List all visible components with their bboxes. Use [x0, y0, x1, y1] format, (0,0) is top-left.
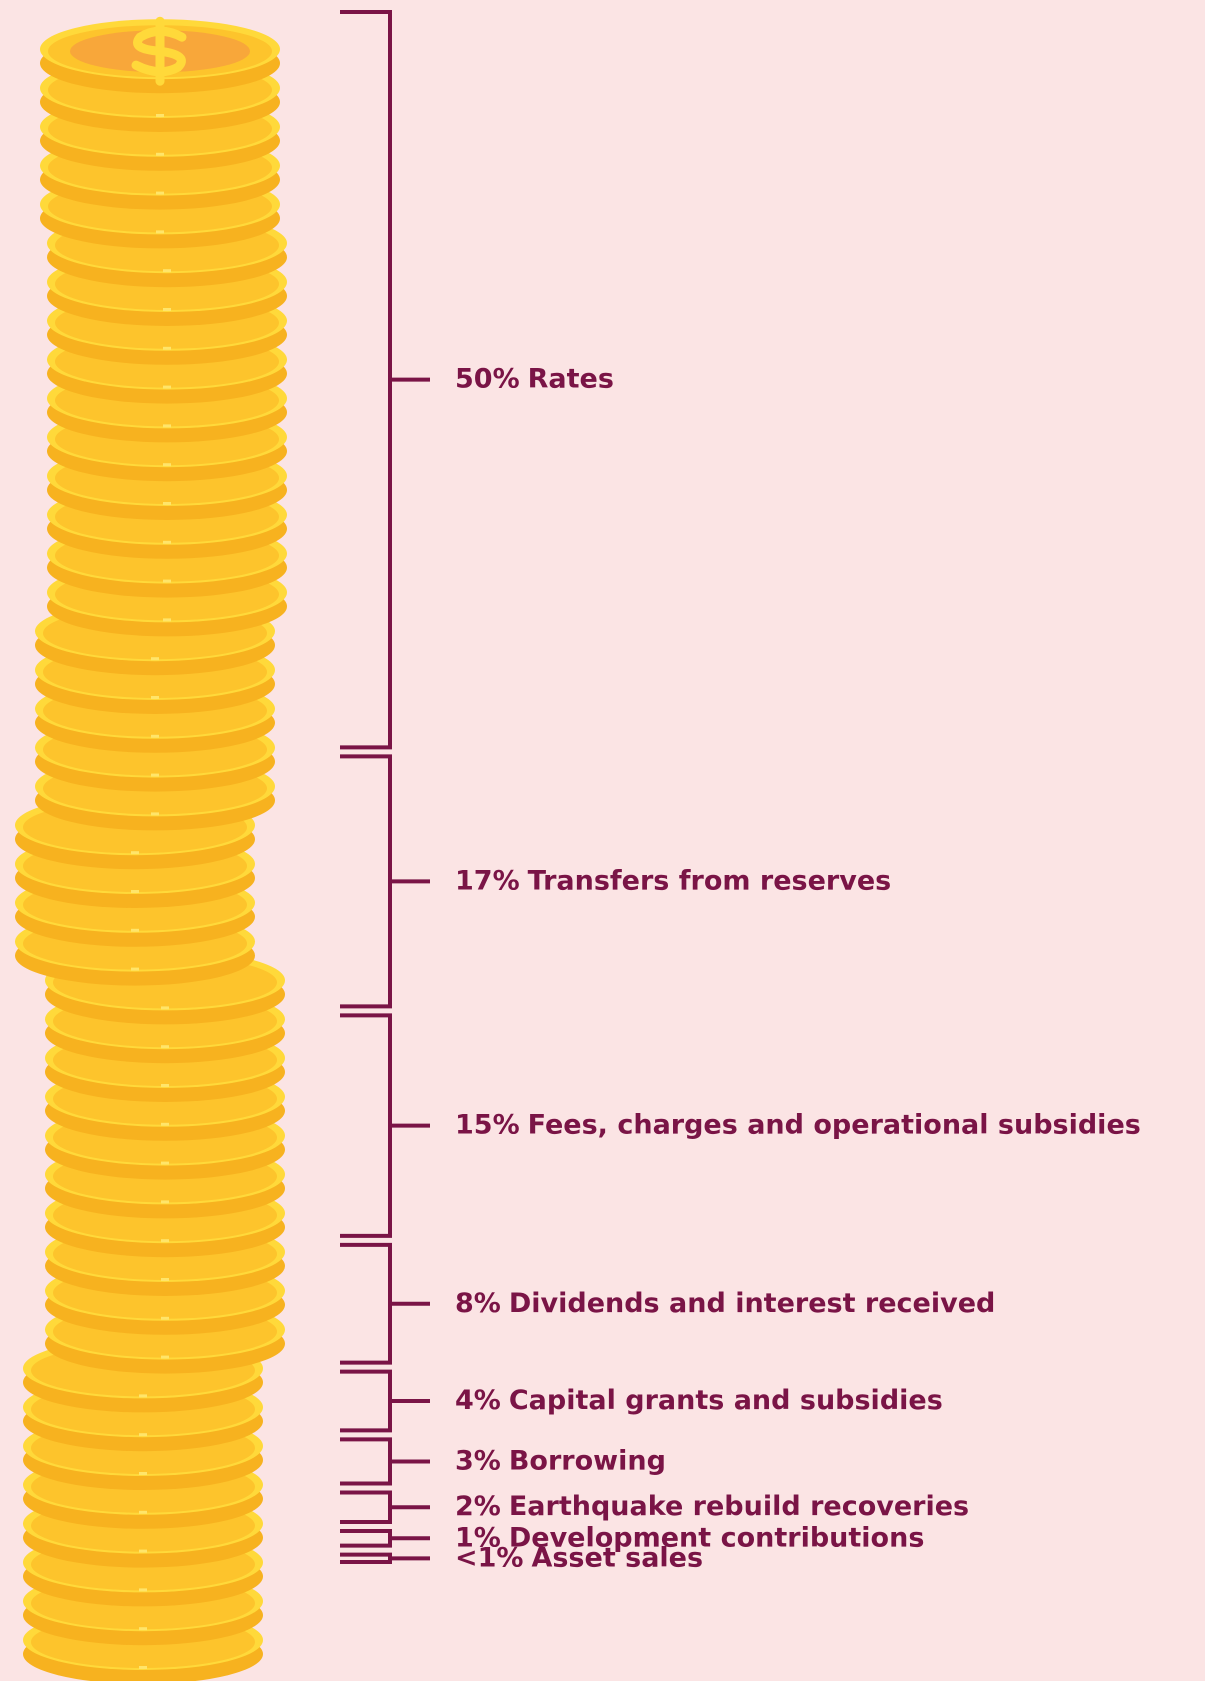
label: 50% Rates [455, 363, 614, 394]
coin-notch [151, 812, 159, 816]
label: <1% Asset sales [455, 1542, 703, 1573]
value-label: 1% [455, 1522, 501, 1553]
coin-notch [156, 114, 164, 117]
bracket [340, 1552, 430, 1564]
category-label: Rates [528, 363, 614, 394]
coin-notch [151, 696, 159, 699]
category-label: Earthquake rebuild recoveries [509, 1491, 969, 1522]
coin-notch [163, 463, 171, 467]
coin-notch [156, 152, 164, 156]
coin-notch [156, 230, 164, 234]
category-label: Borrowing [509, 1445, 666, 1476]
category-label: Development contributions [509, 1522, 925, 1553]
bracket [340, 1528, 430, 1548]
coin-notch [139, 1588, 147, 1592]
bracket [340, 1242, 430, 1365]
value-label: 3% [455, 1445, 501, 1476]
brackets: 50% Rates 17% Transfers from reserves 15% Fee… [340, 10, 1141, 1573]
bracket [340, 10, 430, 750]
coin-notch [161, 1161, 169, 1165]
coin-notch [161, 1200, 169, 1204]
coin-notch [161, 1122, 169, 1126]
coin-notch [163, 579, 171, 583]
value-label: 8% [455, 1287, 501, 1318]
bracket [340, 1437, 430, 1486]
label: 4% Capital grants and subsidies [455, 1384, 943, 1415]
coin-notch [161, 1239, 169, 1243]
value-label: 50% [455, 363, 520, 394]
coin-notch [131, 967, 139, 971]
coin-notch [139, 1666, 147, 1669]
label: 3% Borrowing [455, 1445, 666, 1476]
label: 2% Earthquake rebuild recoveries [455, 1491, 969, 1522]
coin-notch [163, 269, 171, 273]
category-label: Fees, charges and operational subsidies [528, 1109, 1141, 1140]
coin-notch [139, 1394, 147, 1398]
coin-notch [161, 1084, 169, 1087]
label: 15% Fees, charges and operational subsidi… [455, 1109, 1141, 1140]
coin-notch [156, 191, 164, 195]
value-label: 17% [455, 865, 520, 896]
coin-notch [163, 540, 171, 544]
label: 8% Dividends and interest received [455, 1287, 995, 1318]
category-label: Capital grants and subsidies [509, 1384, 943, 1415]
label: 17% Transfers from reserves [455, 865, 891, 896]
coin-stack [15, 16, 287, 1681]
category-label: Asset sales [531, 1542, 703, 1573]
value-label: 2% [455, 1491, 501, 1522]
coin-notch [151, 657, 159, 661]
coin-notch [131, 851, 139, 855]
category-label: Dividends and interest received [509, 1287, 996, 1318]
value-label: 15% [455, 1109, 520, 1140]
coin-notch [139, 1549, 147, 1553]
coin-notch [163, 346, 171, 350]
coin-notch [139, 1472, 147, 1475]
coin-notch [151, 734, 159, 738]
coin-notch [131, 928, 139, 932]
coin-notch [163, 502, 171, 505]
coin-notch [161, 1278, 169, 1281]
bracket [340, 1490, 430, 1524]
coin-notch [139, 1433, 147, 1437]
coin-notch [131, 890, 139, 893]
coin-notch [161, 1316, 169, 1320]
bracket [340, 1013, 430, 1238]
value-label: 4% [455, 1384, 501, 1415]
value-label: <1% [455, 1542, 523, 1573]
bracket [340, 1369, 430, 1433]
coin-notch [161, 1355, 169, 1359]
dollar-icon [131, 16, 187, 86]
label: 1% Development contributions [455, 1522, 924, 1553]
coin-notch [163, 618, 171, 622]
coin-notch [151, 773, 159, 777]
coin-notch [163, 308, 171, 311]
coin-notch [139, 1510, 147, 1514]
coin-notch [161, 1045, 169, 1049]
bracket [340, 754, 430, 1009]
category-label: Transfers from reserves [528, 865, 892, 896]
coin-notch [163, 424, 171, 428]
coin-notch [163, 385, 171, 389]
coin-notch [161, 1006, 169, 1010]
coin-notch [139, 1627, 147, 1631]
